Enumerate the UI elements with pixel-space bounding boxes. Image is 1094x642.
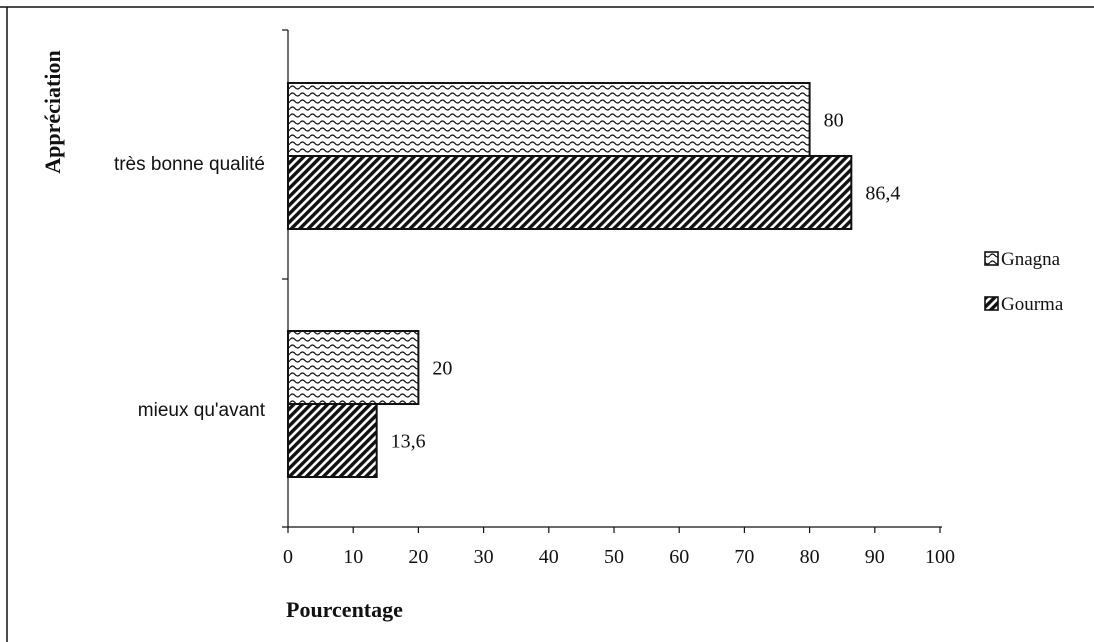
bar-gnagna <box>287 82 811 157</box>
x-tick-label: 90 <box>865 546 885 568</box>
x-tick-label: 70 <box>734 546 754 568</box>
x-tick-label: 40 <box>539 546 559 568</box>
data-label: 80 <box>824 110 844 132</box>
data-label: 20 <box>432 358 452 380</box>
category-label-1: mieux qu'avant <box>138 400 266 421</box>
legend-swatch-gourma <box>984 296 999 311</box>
legend-label-gourma: Gourma <box>1001 294 1064 315</box>
x-tick-label: 10 <box>343 546 363 568</box>
x-tick-label: 20 <box>408 546 428 568</box>
x-tick-label: 0 <box>283 546 293 568</box>
x-tick-label: 50 <box>604 546 624 568</box>
legend-swatch-gnagna <box>984 251 999 266</box>
x-tick-label: 80 <box>800 546 820 568</box>
x-tick-label: 30 <box>474 546 494 568</box>
data-label: 13,6 <box>391 431 426 453</box>
legend-label-gnagna: Gnagna <box>1001 249 1061 270</box>
legend: Gnagna Gourma <box>984 249 1064 315</box>
bar-gnagna <box>287 330 420 405</box>
category-label-0: très bonne qualité <box>114 154 265 175</box>
bar-gourma <box>287 403 378 478</box>
x-axis-title: Pourcentage <box>286 597 403 622</box>
bar-gourma <box>287 155 853 230</box>
x-tick-label: 100 <box>925 546 955 568</box>
x-tick-label: 60 <box>669 546 689 568</box>
y-axis-title: Appréciation <box>40 50 65 173</box>
data-label: 86,4 <box>865 183 900 205</box>
